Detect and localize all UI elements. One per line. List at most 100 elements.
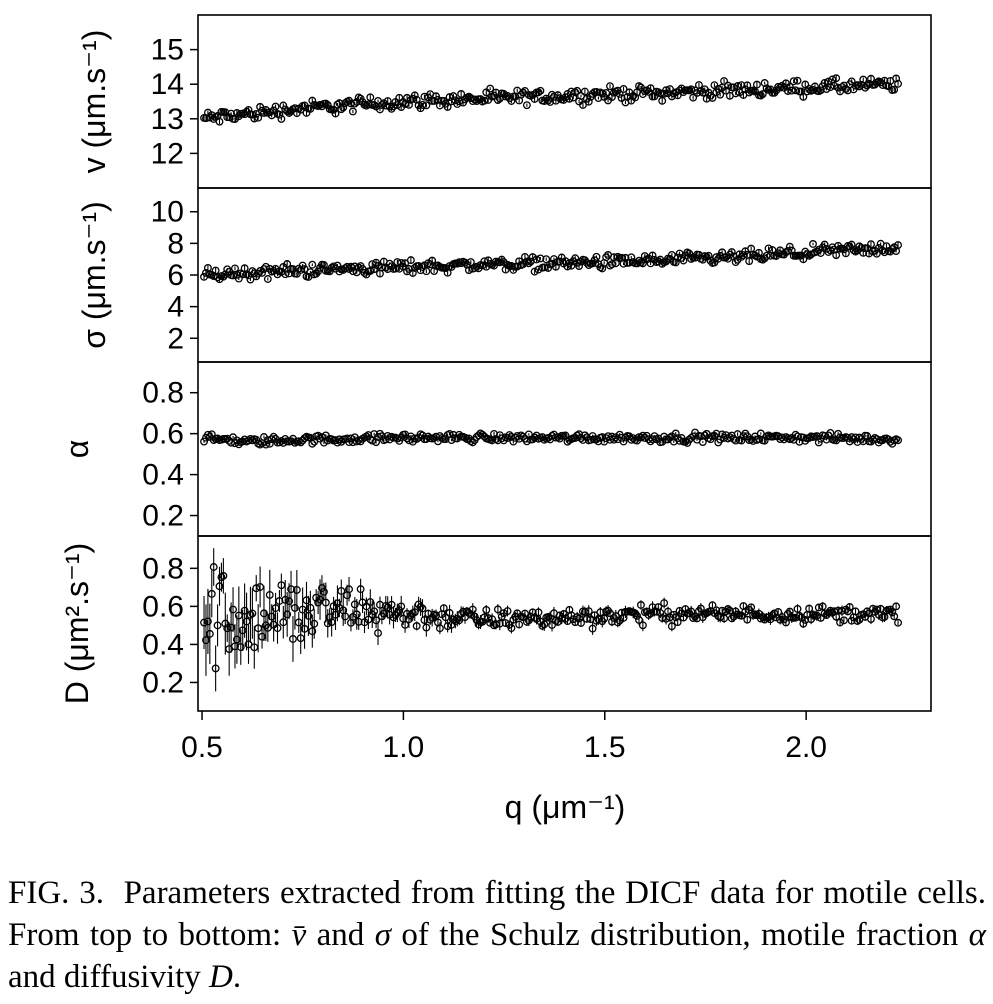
data-point: [232, 635, 241, 644]
data-point: [470, 264, 479, 273]
data-point: [783, 87, 792, 96]
data-point: [443, 622, 452, 631]
data-point: [372, 438, 381, 447]
data-point: [493, 436, 502, 445]
data-point: [621, 253, 630, 262]
data-point: [515, 620, 524, 629]
y-tick-label: 2: [167, 322, 184, 355]
data-point: [331, 109, 340, 118]
data-point: [277, 437, 286, 445]
data-point: [281, 595, 290, 604]
data-point: [795, 611, 804, 620]
data-point: [691, 612, 700, 621]
data-point: [234, 611, 243, 620]
data-point: [689, 93, 698, 102]
data-point: [254, 113, 263, 122]
data-point: [466, 610, 475, 619]
data-point: [888, 245, 897, 253]
data-point: [582, 258, 591, 267]
data-point: [441, 435, 450, 444]
data-point: [793, 76, 802, 85]
data-point: [287, 585, 295, 594]
figure-caption: FIG. 3. Parameters extracted from fittin…: [8, 872, 986, 998]
data-point: [497, 434, 506, 443]
data-point: [260, 609, 268, 618]
data-point: [739, 251, 748, 260]
data-point: [801, 80, 810, 89]
caption-text-4: and diffusivity: [8, 959, 210, 995]
data-point: [671, 258, 680, 267]
data-point: [522, 617, 531, 626]
data-point: [478, 617, 487, 626]
data-point: [785, 242, 794, 251]
data-point: [430, 96, 439, 105]
data-point: [845, 603, 854, 611]
y-tick-label: 13: [151, 103, 184, 136]
data-point: [418, 604, 427, 613]
data-point: [331, 610, 340, 619]
data-point: [809, 240, 817, 248]
data-point: [449, 92, 458, 101]
data-point: [671, 429, 680, 438]
data-point: [306, 603, 315, 612]
data-point: [339, 103, 348, 112]
data-point: [646, 84, 655, 93]
data-point: [308, 439, 317, 448]
data-point: [559, 610, 568, 618]
data-point: [273, 624, 282, 633]
caption-sigma-symbol: σ: [374, 917, 391, 953]
data-point: [294, 618, 303, 627]
data-point: [611, 433, 620, 442]
data-point: [892, 602, 901, 611]
data-point: [507, 433, 516, 441]
data-point: [580, 431, 589, 440]
data-point: [536, 86, 545, 95]
data-point: [878, 246, 887, 255]
data-point: [789, 77, 798, 86]
data-point: [312, 593, 321, 602]
data-point: [298, 605, 307, 614]
data-point: [884, 435, 893, 444]
data-point: [625, 258, 634, 267]
data-point: [347, 262, 355, 271]
data-point: [252, 435, 261, 444]
data-point: [441, 613, 450, 622]
y-tick-label: 15: [151, 34, 184, 67]
data-point: [521, 252, 529, 261]
data-point: [774, 607, 783, 616]
data-point: [397, 602, 406, 611]
data-point: [238, 437, 247, 446]
data-point: [542, 255, 551, 264]
panel-alpha: 0.2 0.4 0.6 0.8 α: [59, 361, 932, 537]
data-point: [449, 615, 458, 624]
data-point: [200, 618, 208, 627]
data-point: [675, 86, 684, 95]
data-point: [480, 432, 489, 441]
data-point: [366, 598, 375, 606]
data-point: [362, 602, 371, 611]
data-point: [689, 614, 698, 623]
data-point: [745, 257, 754, 266]
data-point: [345, 585, 353, 594]
data-point: [524, 259, 533, 268]
data-point: [548, 90, 556, 99]
data-point: [894, 436, 903, 445]
data-point: [329, 262, 338, 271]
data-point: [302, 596, 311, 605]
data-point: [727, 614, 736, 623]
data-point: [867, 240, 875, 249]
data-point: [362, 101, 371, 110]
data-point: [650, 255, 659, 264]
y-tick-label: 0.6: [142, 590, 184, 623]
data-point: [648, 603, 657, 612]
data-point: [495, 619, 504, 628]
data-point: [760, 615, 769, 624]
data-point: [667, 622, 676, 631]
data-point: [335, 267, 344, 276]
data-point: [569, 93, 578, 102]
data-point: [619, 85, 628, 93]
data-point: [722, 86, 730, 95]
data-point: [499, 609, 508, 618]
data-point: [673, 91, 682, 100]
data-point: [838, 83, 846, 92]
